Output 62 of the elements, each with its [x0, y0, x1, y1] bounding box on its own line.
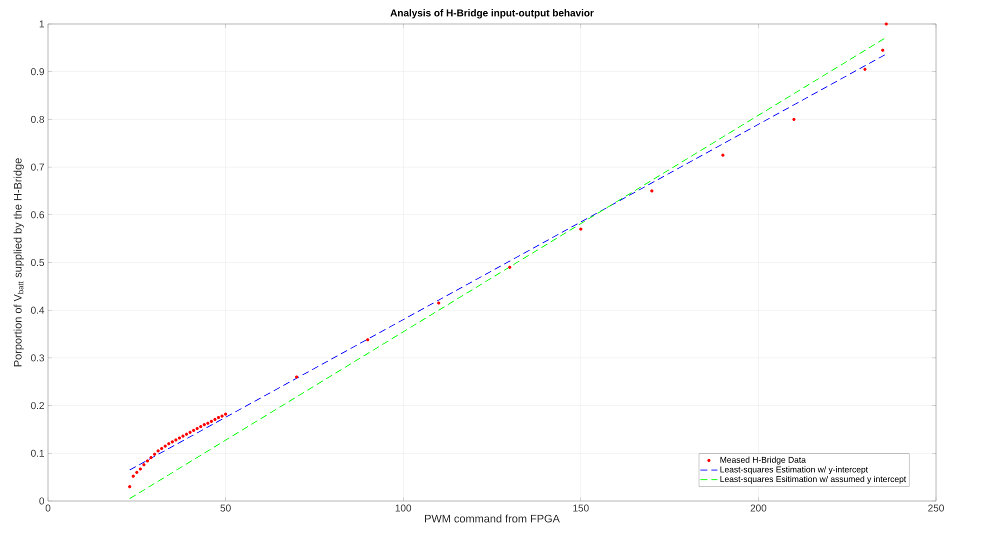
y-tick-label: 0.5 — [31, 258, 44, 266]
point — [152, 452, 156, 456]
point — [199, 424, 202, 428]
x-axis-title: PWM command from FPGA — [425, 514, 560, 522]
y-tick-label: 1 — [40, 20, 44, 28]
y-tick-label: 0.8 — [31, 116, 44, 123]
point — [160, 446, 164, 450]
point — [437, 301, 440, 305]
x-tick-label: 250 — [928, 504, 944, 512]
legend-label: Least-squares Estimation w/ y-intercept — [720, 466, 868, 474]
point — [216, 416, 220, 420]
y-tick-label: 0 — [39, 497, 44, 505]
point — [156, 449, 160, 453]
point — [206, 422, 210, 425]
chart-title: Analysis of H-Bridge input-output behavior — [390, 9, 594, 18]
x-tick-label: 50 — [220, 504, 231, 512]
point — [220, 414, 224, 418]
point — [884, 22, 888, 26]
point — [224, 412, 228, 416]
point — [181, 434, 185, 438]
point — [508, 266, 512, 269]
point — [792, 118, 796, 121]
point — [167, 442, 170, 446]
point — [579, 228, 582, 231]
point — [132, 474, 135, 478]
point — [202, 423, 206, 426]
point — [174, 438, 178, 442]
point — [863, 68, 867, 71]
x-tick-label: 150 — [573, 504, 589, 512]
point — [881, 48, 884, 52]
point — [170, 440, 174, 444]
x-tick-label: 100 — [396, 504, 412, 512]
point — [213, 418, 217, 422]
point — [135, 470, 138, 474]
x-tick-label: 200 — [750, 504, 766, 512]
point — [164, 444, 167, 448]
point — [142, 463, 146, 466]
point — [196, 426, 199, 430]
point — [146, 459, 150, 463]
y-tick-label: 0.1 — [31, 450, 44, 457]
y-tick-label: 0.7 — [31, 164, 44, 171]
point — [295, 375, 298, 379]
point — [138, 467, 142, 471]
point — [149, 456, 153, 460]
y-tick-label: 0.3 — [31, 354, 44, 362]
point — [366, 338, 370, 342]
x-tick-label: 0 — [46, 504, 50, 512]
point — [721, 154, 724, 157]
point — [210, 420, 213, 423]
y-tick-label: 0.4 — [31, 306, 44, 314]
legend-label: Meased H-Bridge Data — [720, 456, 806, 465]
point — [128, 485, 132, 488]
point — [188, 430, 192, 434]
y-tick-label: 0.2 — [31, 402, 44, 410]
point — [192, 428, 196, 432]
point — [184, 432, 188, 436]
y-tick-label: 0.9 — [31, 68, 44, 76]
point — [650, 189, 654, 193]
point — [178, 436, 182, 440]
y-axis-title: Porportion of V$_{batt}$ supplied by the H-Bridge — [14, 158, 24, 366]
legend-label: Least-squares Esitimation w/ assumed y intercept — [720, 476, 906, 484]
y-tick-label: 0.6 — [31, 211, 44, 218]
